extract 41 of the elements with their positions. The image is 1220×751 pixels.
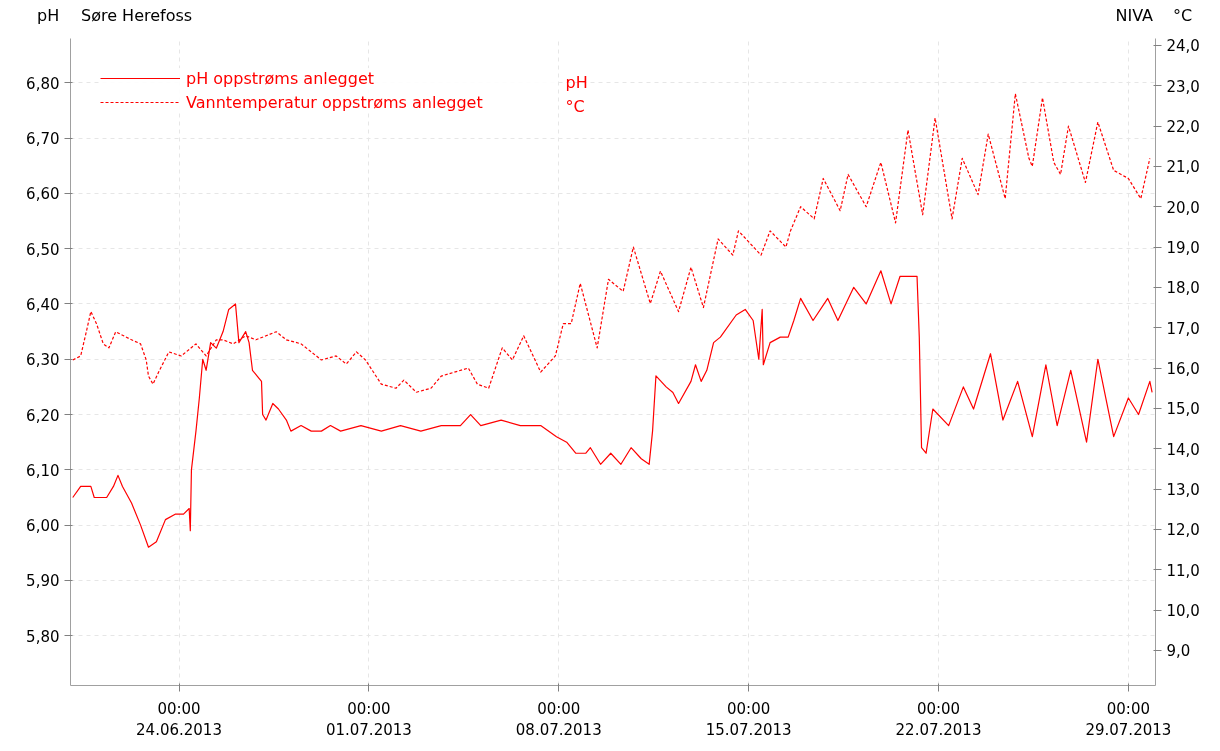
y-tick-label: 6,60 [26,185,60,204]
y2-tick-label: 23,0 [1166,77,1200,96]
legend-label: pH oppstrøms anlegget [186,68,376,88]
y2-tick-label: 10,0 [1166,602,1200,621]
y-tick-label: 6,00 [26,517,60,536]
y-tick-label: 6,50 [26,240,60,259]
y2-tick-label: 13,0 [1166,481,1200,500]
y-tick-label: 6,40 [26,295,60,314]
y-tick-label: 5,80 [26,627,60,646]
annotation: pH [565,73,588,92]
y2-tick-label: 24,0 [1166,37,1200,56]
x-tick-label: 00:00 29.07.2013 [1085,699,1172,740]
text: NIVA [1115,5,1153,27]
y2-tick-label: 22,0 [1166,118,1200,137]
y2-tick-label: 14,0 [1166,440,1200,459]
y2-axis-title: °C [1173,5,1193,27]
x-tick-label: 00:00 22.07.2013 [895,699,982,740]
chart-title: Søre Herefoss [81,5,193,27]
y2-tick-label: 15,0 [1166,400,1200,419]
y2-tick-label: 18,0 [1166,279,1200,298]
y2-tick-label: 20,0 [1166,198,1200,217]
annotation: °C [565,97,585,116]
x-tick-label: 00:00 24.06.2013 [136,699,222,740]
x-tick-label: 00:00 01.07.2013 [325,699,412,740]
y2-tick-label: 11,0 [1166,561,1200,580]
y-tick-label: 6,30 [26,351,60,370]
y2-tick-label: 21,0 [1166,158,1200,177]
y2-tick-label: 12,0 [1166,521,1200,540]
y2-tick-label: 9,0 [1166,642,1191,661]
legend-label: Vanntemperatur oppstrøms anlegget [186,92,484,112]
y-tick-label: 6,10 [26,461,60,480]
y-tick-label: 5,90 [26,572,60,591]
y-tick-label: 6,80 [26,74,60,93]
y-tick-label: 6,70 [26,130,60,149]
x-tick-label: 00:00 08.07.2013 [515,699,602,740]
y2-tick-label: 16,0 [1166,360,1200,379]
y2-tick-label: 19,0 [1166,239,1200,258]
x-tick-label: 00:00 15.07.2013 [705,699,792,740]
y2-tick-label: 17,0 [1166,319,1200,338]
y-axis-title: pH [37,5,60,27]
y-tick-label: 6,20 [26,406,60,425]
